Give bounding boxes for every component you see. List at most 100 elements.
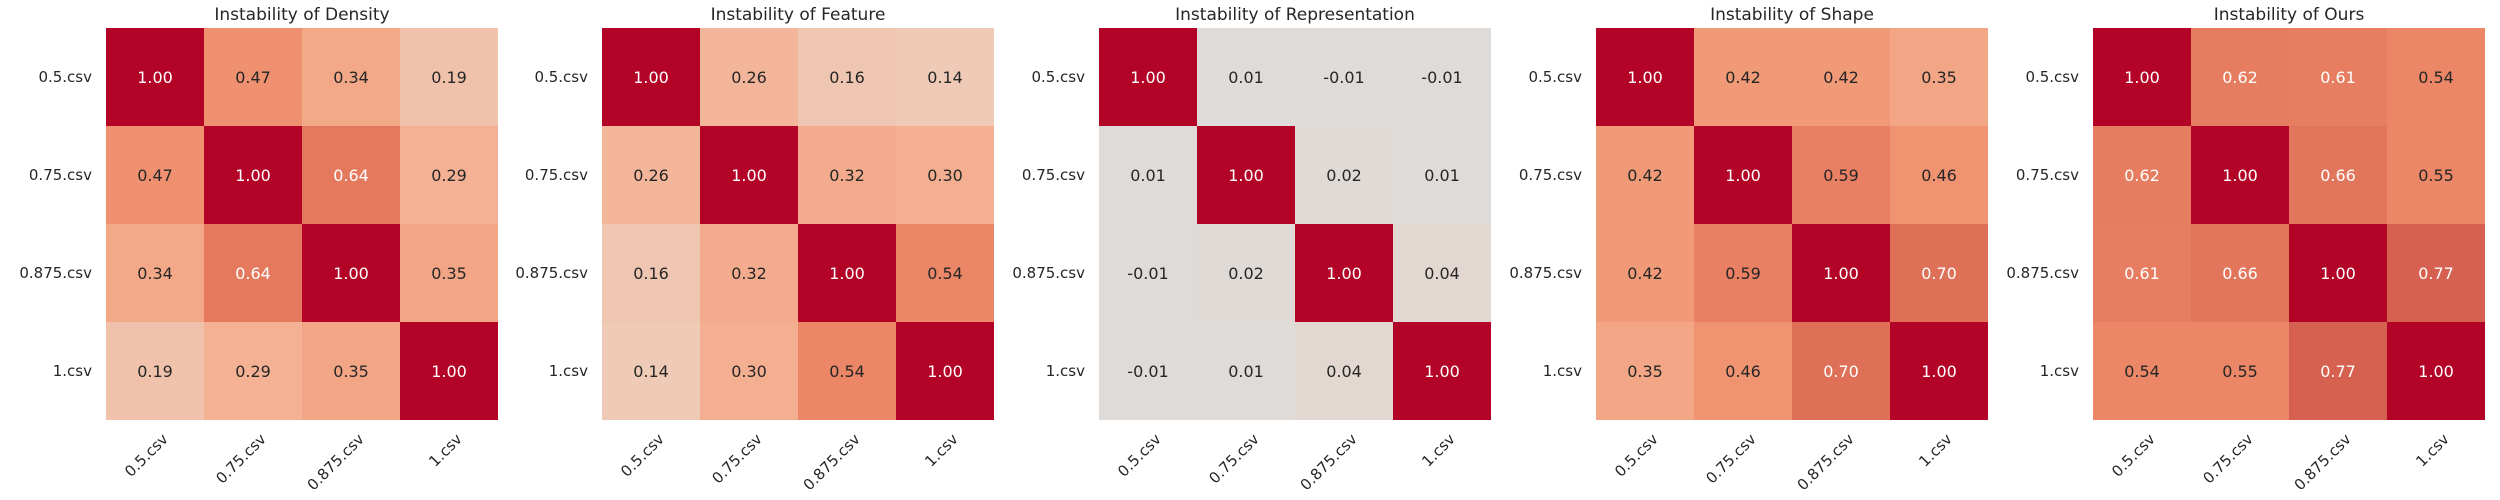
heatmap-cell [2191,28,2289,126]
heatmap-cell [602,224,700,322]
heatmap-cell [1792,28,1890,126]
cell-value-label: 0.02 [1228,264,1264,283]
cell-value-label: 1.00 [1130,68,1166,87]
heatmap-cell [302,28,400,126]
cell-value-label: 0.55 [2418,166,2454,185]
heatmap-cell [798,322,896,420]
cell-value-label: 0.62 [2222,68,2258,87]
cell-value-label: 0.30 [927,166,963,185]
heatmap-cell [700,28,798,126]
cell-value-label: 0.70 [1823,362,1859,381]
x-tick-label: 0.5.csv [1114,430,1165,481]
heatmap-cell [1393,224,1491,322]
heatmap-cell [302,126,400,224]
heatmap-cell [896,28,994,126]
heatmap-cell [1792,322,1890,420]
y-tick-label: 0.75.csv [1519,166,1582,184]
heatmap-cell [700,322,798,420]
cell-value-label: 0.42 [1823,68,1859,87]
heatmap-cell [896,126,994,224]
heatmap-cell [2093,28,2191,126]
x-tick-label: 0.5.csv [1611,430,1662,481]
cell-value-label: -0.01 [1421,68,1462,87]
cell-value-label: 0.62 [2124,166,2160,185]
cell-value-label: 0.35 [1627,362,1663,381]
cell-value-label: 0.35 [431,264,467,283]
heatmap-cell [896,322,994,420]
heatmap-cell [400,322,498,420]
heatmap-cell [1792,126,1890,224]
heatmap-cell [798,224,896,322]
cell-value-label: 0.42 [1627,166,1663,185]
cell-value-label: 1.00 [829,264,865,283]
heatmap-cell [2387,126,2485,224]
cell-value-label: 0.61 [2124,264,2160,283]
heatmap-cell [1694,322,1792,420]
y-tick-label: 0.5.csv [1528,68,1582,86]
cell-value-label: 0.01 [1228,68,1264,87]
cell-value-label: 0.42 [1725,68,1761,87]
heatmap-cell [204,126,302,224]
heatmap-cell [106,322,204,420]
heatmap-cell [1099,322,1197,420]
cell-value-label: 1.00 [137,68,173,87]
heatmap-cell [2191,322,2289,420]
heatmap-cell [1197,126,1295,224]
heatmap-cell [602,126,700,224]
x-tick-label: 0.75.csv [1702,430,1759,487]
cell-value-label: 0.55 [2222,362,2258,381]
cell-value-label: 0.64 [333,166,369,185]
heatmap-cell [1596,224,1694,322]
cell-value-label: 0.61 [2320,68,2356,87]
heatmap-cell [2387,28,2485,126]
heatmap-cell [1694,224,1792,322]
x-tick-label: 1.csv [2412,430,2453,471]
cell-value-label: -0.01 [1127,264,1168,283]
panel-title: Instability of Density [214,5,389,25]
y-tick-label: 0.875.csv [1012,264,1085,282]
heatmap-cell [1197,224,1295,322]
x-tick-label: 0.875.csv [2291,430,2355,494]
cell-value-label: 0.34 [333,68,369,87]
cell-value-label: 0.16 [633,264,669,283]
cell-value-label: 1.00 [1823,264,1859,283]
cell-value-label: 0.46 [1725,362,1761,381]
heatmap-cell [1295,224,1393,322]
heatmap-cell [896,224,994,322]
cell-value-label: 1.00 [633,68,669,87]
heatmap-cell [1295,28,1393,126]
heatmap-cell [1099,126,1197,224]
y-tick-label: 0.5.csv [1031,68,1085,86]
heatmap-cell [2289,322,2387,420]
y-tick-label: 1.csv [2040,362,2079,380]
cell-value-label: 1.00 [927,362,963,381]
x-tick-label: 0.5.csv [2108,430,2159,481]
x-tick-label: 1.csv [1418,430,1459,471]
panel-title: Instability of Feature [711,5,886,25]
x-tick-label: 0.5.csv [121,430,172,481]
cell-value-label: 1.00 [1725,166,1761,185]
cell-value-label: 0.46 [1921,166,1957,185]
cell-value-label: -0.01 [1323,68,1364,87]
cell-value-label: 1.00 [333,264,369,283]
cell-value-label: 0.26 [633,166,669,185]
cell-value-label: 0.66 [2320,166,2356,185]
heatmap-cell [700,126,798,224]
panel-title: Instability of Representation [1175,5,1415,25]
heatmap-cell [700,224,798,322]
y-tick-label: 0.5.csv [38,68,92,86]
cell-value-label: 0.35 [333,362,369,381]
cell-value-label: 0.29 [431,166,467,185]
cell-value-label: 1.00 [2320,264,2356,283]
cell-value-label: 0.59 [1823,166,1859,185]
cell-value-label: 1.00 [2222,166,2258,185]
heatmap-cell [602,28,700,126]
y-tick-label: 0.75.csv [1022,166,1085,184]
heatmap-cell [1694,28,1792,126]
heatmap-cell [204,224,302,322]
cell-value-label: 1.00 [1326,264,1362,283]
cell-value-label: 0.42 [1627,264,1663,283]
heatmap-cell [2289,28,2387,126]
cell-value-label: 1.00 [1228,166,1264,185]
cell-value-label: 0.01 [1130,166,1166,185]
